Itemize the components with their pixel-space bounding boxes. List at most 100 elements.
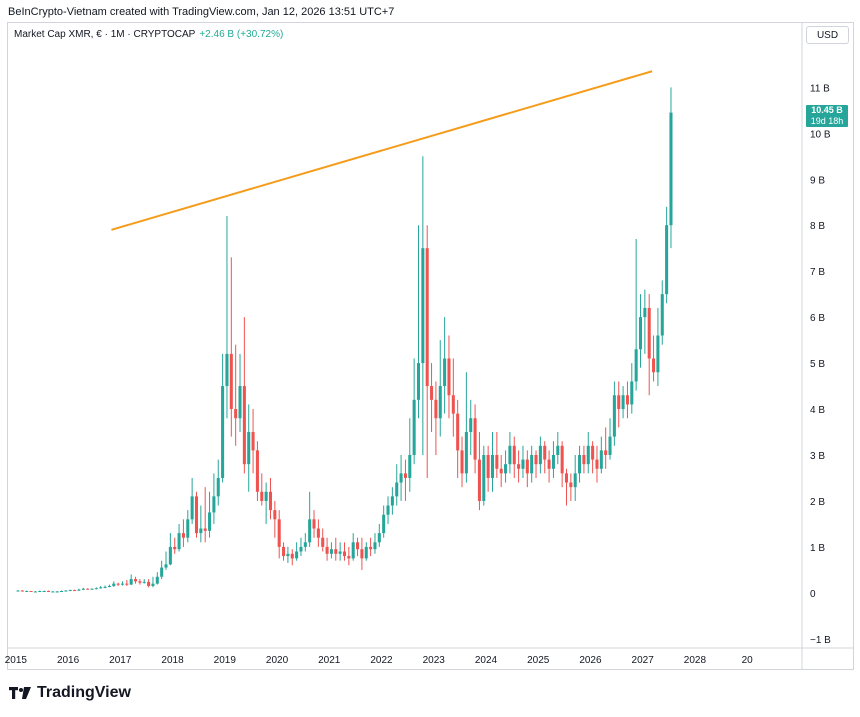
candle	[277, 510, 281, 559]
x-tick-label: 2022	[370, 655, 393, 666]
x-tick-label: 2015	[5, 655, 28, 666]
candle-body	[342, 551, 347, 557]
candle	[199, 505, 203, 543]
candle-body	[308, 519, 312, 543]
candle	[155, 572, 159, 585]
candle	[221, 353, 225, 483]
candle	[495, 432, 499, 478]
candle	[538, 436, 542, 474]
candle	[20, 590, 24, 592]
candle	[138, 579, 142, 585]
candle-body	[290, 553, 294, 559]
candle	[260, 473, 264, 506]
x-tick-label: 20	[742, 655, 754, 666]
candle	[447, 335, 451, 419]
candle-body	[351, 542, 355, 559]
y-tick-label: 9 B	[810, 175, 825, 186]
candle-body	[377, 533, 381, 543]
candle-body	[447, 358, 451, 396]
candle	[151, 576, 155, 588]
candle	[390, 487, 394, 515]
candle	[430, 363, 434, 433]
candle	[669, 87, 673, 249]
candle	[551, 441, 555, 478]
candle-body	[129, 579, 133, 585]
currency-selector[interactable]: USD	[806, 26, 849, 44]
candle-body	[416, 363, 421, 400]
candle	[569, 473, 573, 501]
candle-body	[199, 528, 203, 534]
candle	[486, 445, 490, 492]
candle	[582, 445, 586, 474]
candle	[408, 418, 412, 492]
candle	[373, 533, 377, 554]
candle-body	[51, 591, 55, 593]
candle	[342, 542, 347, 561]
candle	[120, 581, 125, 586]
x-tick-label: 2019	[214, 655, 237, 666]
candle-body	[490, 454, 495, 478]
candle	[643, 289, 647, 354]
x-tick-label: 2020	[266, 655, 289, 666]
candle	[86, 588, 90, 590]
candle-body	[68, 590, 72, 592]
candle	[51, 591, 55, 593]
candle-body	[508, 445, 512, 465]
candle	[399, 454, 403, 501]
candle	[456, 399, 460, 478]
y-tick-label: 8 B	[810, 221, 825, 232]
candle-body	[242, 386, 246, 465]
candle-body	[660, 294, 664, 336]
candle-body	[530, 454, 534, 474]
candle	[521, 445, 525, 478]
candle-body	[334, 549, 338, 554]
candle	[377, 523, 381, 547]
candle-body	[268, 491, 273, 511]
candle	[255, 441, 259, 501]
candle	[90, 588, 94, 590]
candle	[168, 533, 172, 566]
y-tick-label: 6 B	[810, 313, 825, 324]
candle	[525, 450, 529, 488]
candle-body	[582, 454, 586, 465]
candle-body	[373, 542, 377, 550]
last-price-label: 10.45 B 19d 18h	[806, 105, 848, 127]
candle-body	[255, 450, 259, 492]
candle	[403, 459, 407, 501]
candle	[242, 317, 246, 474]
y-tick-label: 10 B	[810, 129, 831, 140]
candle	[216, 459, 220, 506]
candle	[364, 542, 368, 561]
candle-body	[386, 505, 390, 515]
candle	[547, 450, 551, 483]
candle-body	[625, 395, 629, 405]
candle	[543, 441, 547, 474]
resistance-trendline[interactable]	[111, 70, 653, 231]
candle-body	[495, 454, 499, 469]
candle	[608, 418, 612, 460]
candle-body	[221, 386, 225, 478]
candle	[578, 445, 582, 483]
x-tick-label: 2027	[632, 655, 655, 666]
candle-body	[112, 583, 116, 586]
candle	[647, 294, 651, 396]
candle	[612, 381, 616, 446]
candle	[451, 358, 455, 437]
candle-body	[430, 386, 434, 400]
candle-body	[168, 546, 172, 565]
candle	[325, 537, 329, 561]
candle	[490, 432, 495, 492]
candle	[225, 216, 229, 419]
candle-body	[669, 112, 673, 226]
candle	[212, 473, 216, 524]
candle	[438, 340, 442, 437]
candle-body	[247, 432, 251, 465]
candle	[94, 587, 98, 590]
candle	[660, 280, 664, 345]
candle-body	[604, 450, 608, 455]
candle-body	[443, 358, 447, 387]
candle	[125, 579, 129, 586]
candle-body	[229, 353, 233, 410]
candle-body	[543, 445, 547, 460]
